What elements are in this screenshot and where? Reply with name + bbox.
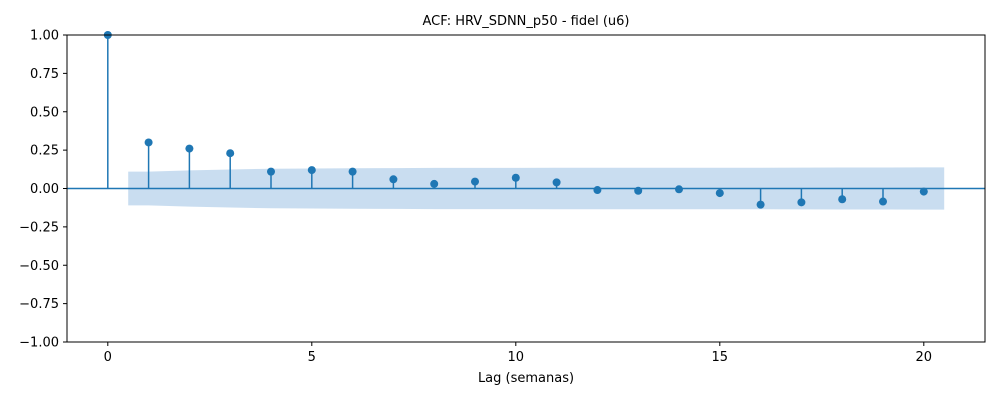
acf-marker-lag-14 [675,185,683,194]
acf-marker-lag-20 [919,187,928,196]
acf-marker-lag-9 [471,177,479,186]
acf-marker-lag-17 [797,198,806,207]
acf-marker-lag-6 [348,167,357,176]
acf-marker-lag-5 [307,166,316,175]
x-tick-label-0: 0 [104,350,112,365]
y-tick-label-6: 0.50 [30,105,59,120]
x-axis-label: Lag (semanas) [478,371,574,386]
y-tick-label-0: −1.00 [19,336,59,351]
acf-marker-lag-11 [552,178,561,187]
y-tick-label-8: 1.00 [30,29,59,44]
acf-marker-lag-10 [511,173,520,182]
acf-marker-lag-13 [634,186,643,195]
acf-marker-lag-1 [144,138,153,147]
acf-marker-lag-18 [838,195,847,204]
acf-marker-lag-2 [185,144,194,153]
acf-marker-lag-16 [756,200,765,209]
x-tick-label-20: 20 [916,350,933,365]
y-tick-label-1: −0.75 [19,297,59,312]
plot-area: 0 5 10 15 20 −1.00 −0.75 −0.50 −0.25 0.00 0.25 0.50… [19,29,986,365]
x-tick-label-5: 5 [308,350,316,365]
acf-marker-lag-7 [389,175,398,184]
y-tick-label-4: 0.00 [30,182,59,197]
acf-marker-lag-19 [879,197,887,206]
acf-marker-lag-8 [430,179,439,188]
acf-marker-lag-3 [226,149,235,158]
y-tick-label-5: 0.25 [30,144,59,159]
acf-marker-lag-12 [593,186,602,195]
chart-title: ACF: HRV_SDNN_p50 - fidel (u6) [422,14,629,29]
y-tick-label-3: −0.25 [19,220,59,235]
y-tick-label-2: −0.50 [19,259,59,274]
x-tick-label-15: 15 [712,350,729,365]
acf-marker-lag-4 [267,167,275,176]
acf-marker-lag-15 [715,189,724,198]
y-tick-label-7: 0.75 [30,67,59,82]
x-tick-label-10: 10 [508,350,525,365]
